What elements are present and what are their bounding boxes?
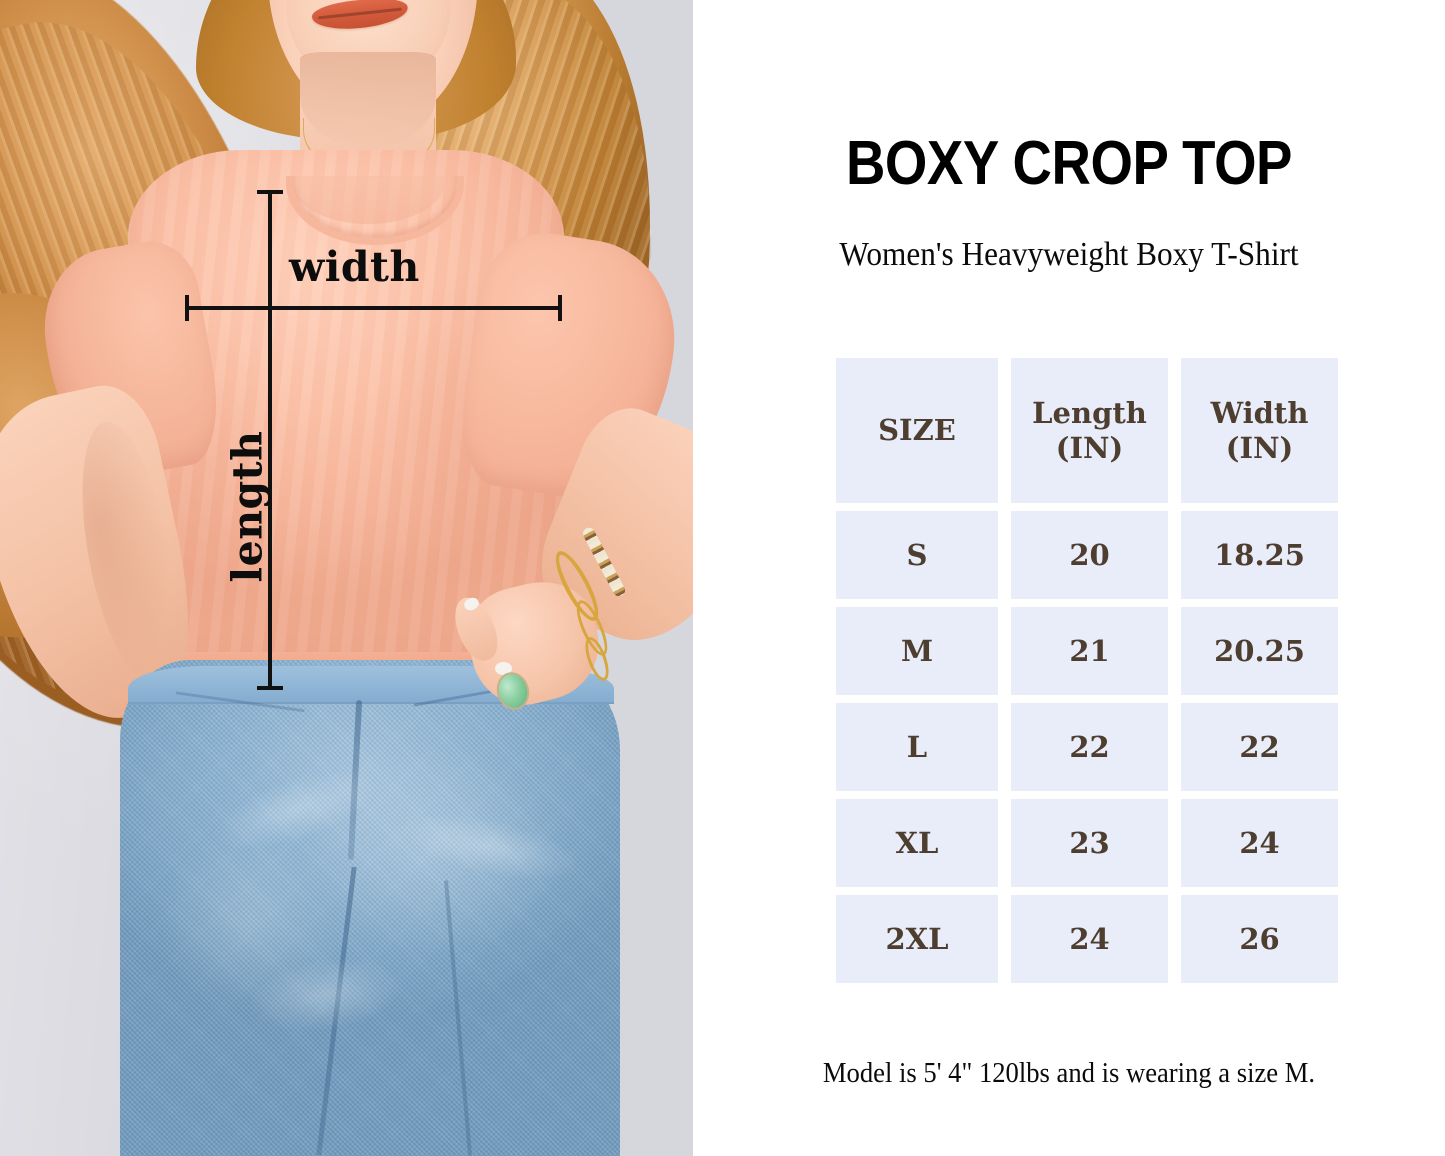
model-note: Model is 5' 4" 120lbs and is wearing a s… [822, 1058, 1316, 1089]
info-panel: BOXY CROP TOP Women's Heavyweight Boxy T… [693, 0, 1445, 1156]
cell-width: 18.25 [1181, 511, 1338, 599]
cell-size: XL [836, 799, 998, 887]
width-line-cap-left [185, 295, 189, 321]
size-chart-table: SIZE Length (IN) Width (IN) S 20 [836, 358, 1338, 983]
length-line-cap-bottom [257, 686, 283, 690]
table-row: M 21 20.25 [836, 607, 1338, 695]
page-subtitle: Women's Heavyweight Boxy T-Shirt [839, 236, 1299, 273]
header-width-text: Width [1210, 396, 1309, 431]
cell-width: 24 [1181, 799, 1338, 887]
cell-size: L [836, 703, 998, 791]
header-cell-length: Length (IN) [1011, 358, 1168, 503]
cell-size: S [836, 511, 998, 599]
table-row: L 22 22 [836, 703, 1338, 791]
cell-size: M [836, 607, 998, 695]
jeans-denim-texture [120, 660, 620, 1156]
table-row: XL 23 24 [836, 799, 1338, 887]
cell-length: 22 [1011, 703, 1168, 791]
cell-length: 23 [1011, 799, 1168, 887]
header-cell-width: Width (IN) [1181, 358, 1338, 503]
header-width-unit: (IN) [1225, 430, 1294, 465]
header-length-text: Length [1032, 396, 1147, 431]
cell-size: 2XL [836, 895, 998, 983]
length-label: length [223, 430, 272, 583]
length-measurement-line [257, 190, 283, 690]
width-line-cap-right [558, 295, 562, 321]
table-row: 2XL 24 26 [836, 895, 1338, 983]
header-cell-size: SIZE [836, 358, 998, 503]
table-row: S 20 18.25 [836, 511, 1338, 599]
header-length-unit: (IN) [1055, 430, 1124, 465]
cell-width: 20.25 [1181, 607, 1338, 695]
header-size-text: SIZE [878, 413, 956, 448]
length-line-cap-top [257, 190, 283, 194]
cell-length: 24 [1011, 895, 1168, 983]
width-measurement-line [185, 295, 562, 321]
cell-width: 22 [1181, 703, 1338, 791]
model-jeans [120, 660, 620, 1156]
page-title: BOXY CROP TOP [845, 129, 1293, 198]
cell-length: 20 [1011, 511, 1168, 599]
table-header-row: SIZE Length (IN) Width (IN) [836, 358, 1338, 503]
width-label: width [289, 243, 420, 291]
cell-width: 26 [1181, 895, 1338, 983]
cell-length: 21 [1011, 607, 1168, 695]
product-photo: width length [0, 0, 693, 1156]
